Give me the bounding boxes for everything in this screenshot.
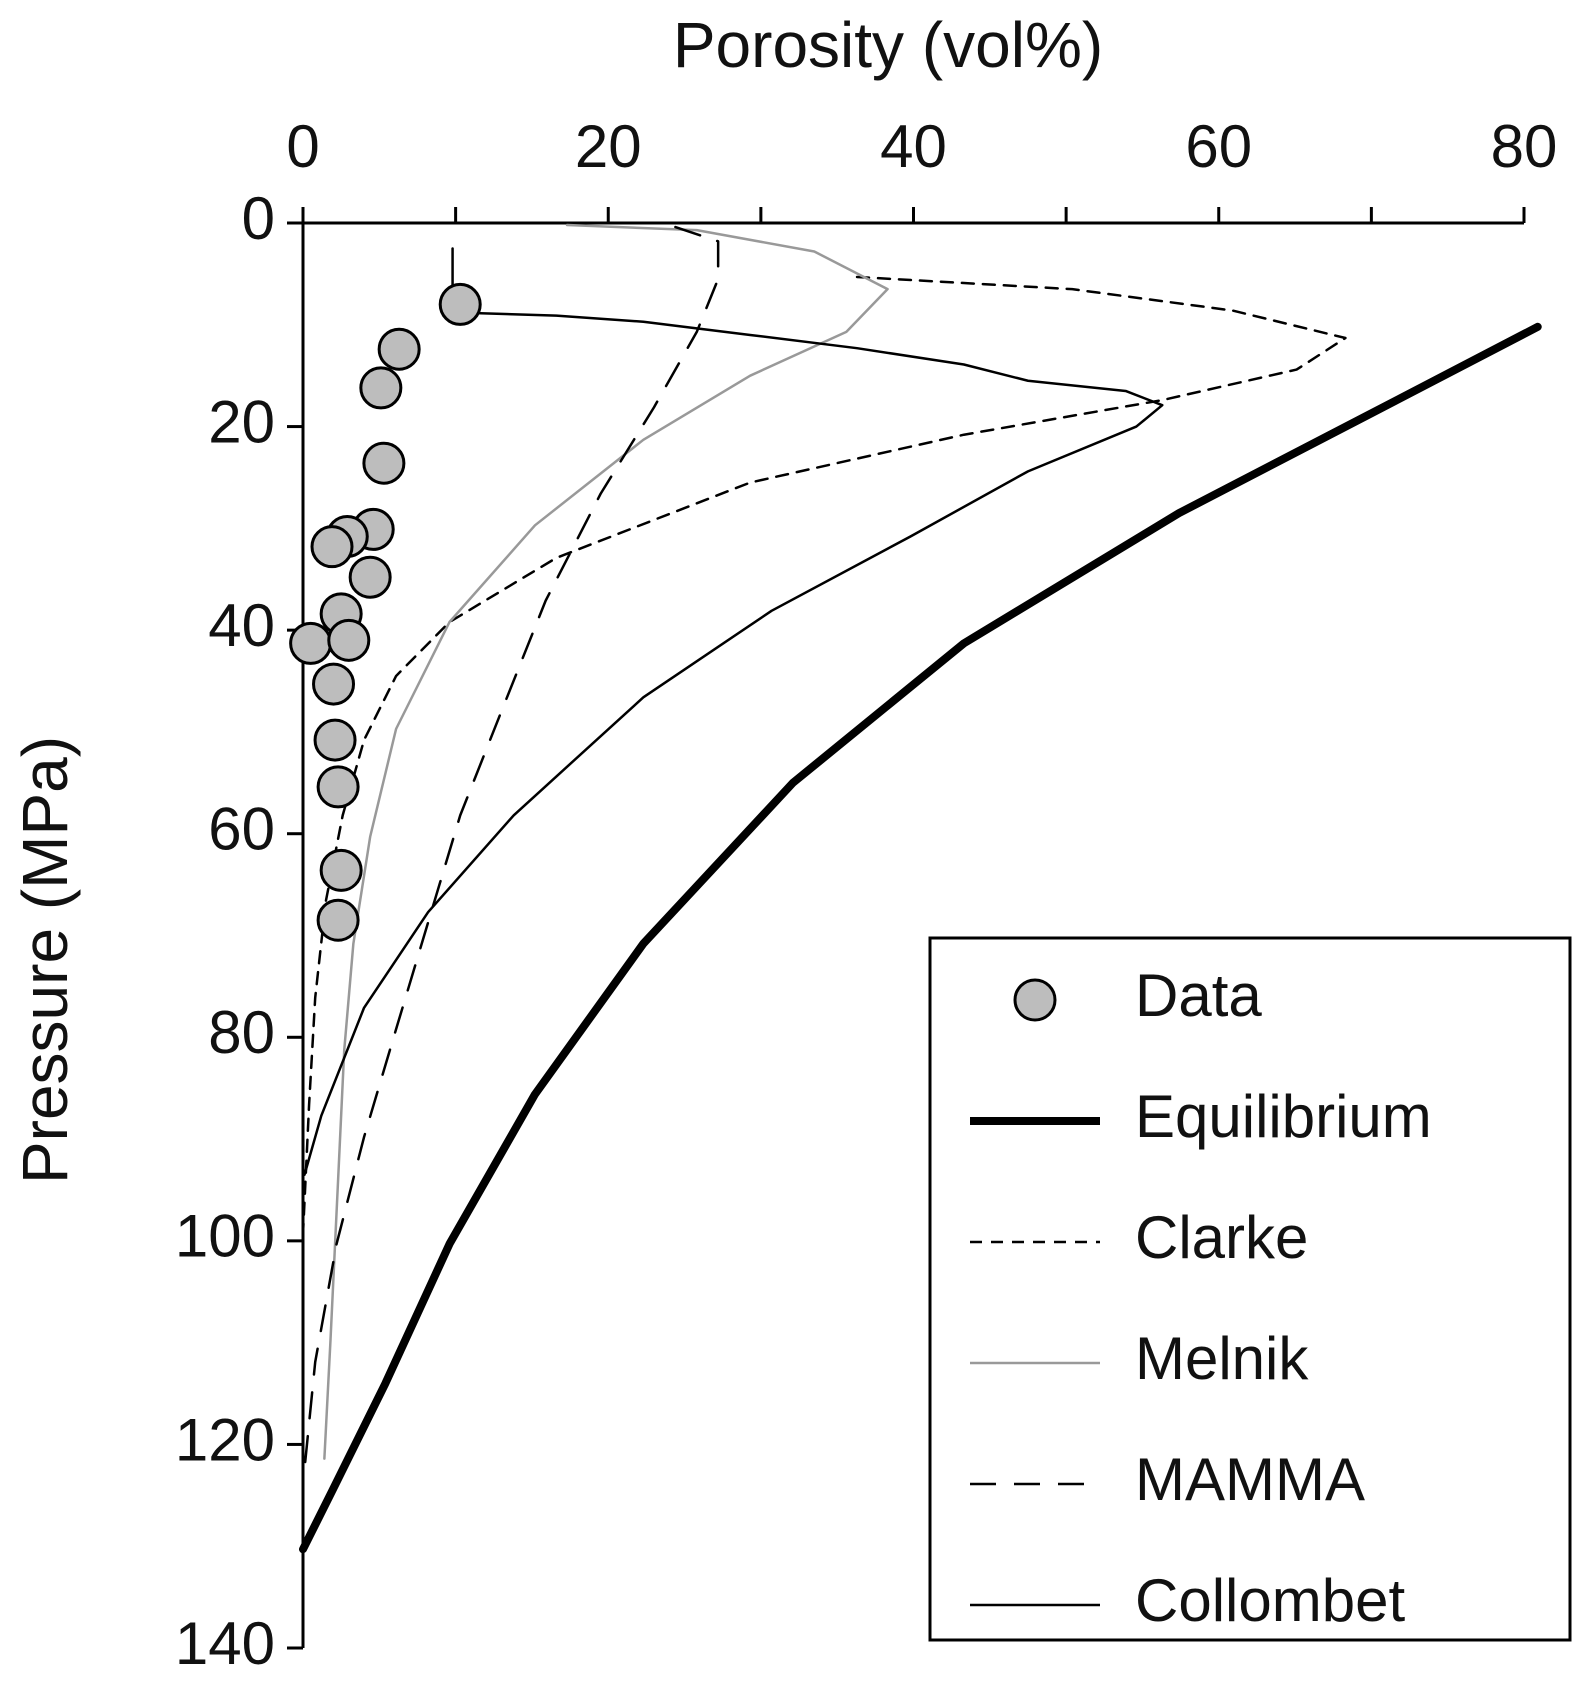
series-line [323, 223, 889, 1460]
data-point [438, 282, 482, 326]
y-tick-label: 20 [208, 388, 275, 455]
data-point [316, 765, 360, 809]
legend-label: MAMMA [1135, 1446, 1365, 1513]
x-tick-label: 60 [1185, 113, 1252, 180]
legend-box [928, 936, 1572, 1642]
series-line [303, 225, 720, 1471]
x-axis-title: Porosity (vol%) [673, 9, 1103, 81]
y-tick-label: 80 [208, 999, 275, 1066]
y-tick-label: 100 [175, 1203, 275, 1270]
y-tick-label: 60 [208, 796, 275, 863]
y-tick-label: 120 [175, 1406, 275, 1473]
data-point [377, 327, 421, 371]
x-tick-label: 20 [575, 113, 642, 180]
y-axis-title: Pressure (MPa) [9, 736, 81, 1184]
legend-label: Data [1135, 962, 1262, 1029]
y-tick-label: 0 [242, 185, 275, 252]
series-line [303, 247, 1164, 1176]
data-point [319, 848, 363, 892]
x-tick-label: 0 [286, 113, 319, 180]
data-point [312, 662, 356, 706]
data-point [359, 366, 403, 410]
x-tick-label: 80 [1491, 113, 1558, 180]
x-tick-label: 40 [880, 113, 947, 180]
data-point [310, 525, 354, 569]
data-point [362, 441, 406, 485]
data-point [316, 898, 360, 942]
y-tick-label: 140 [175, 1610, 275, 1677]
series-line [299, 322, 1542, 1554]
y-tick-label: 40 [208, 592, 275, 659]
legend-label: Clarke [1135, 1204, 1308, 1271]
data-point [348, 555, 392, 599]
legend-label: Collombet [1135, 1567, 1405, 1634]
legend-label: Melnik [1135, 1325, 1309, 1392]
data-point [289, 621, 333, 665]
series-line [301, 275, 1347, 1546]
legend-label: Equilibrium [1135, 1083, 1432, 1150]
legend-marker [1013, 978, 1057, 1022]
data-point [313, 718, 357, 762]
data-point [327, 618, 371, 662]
